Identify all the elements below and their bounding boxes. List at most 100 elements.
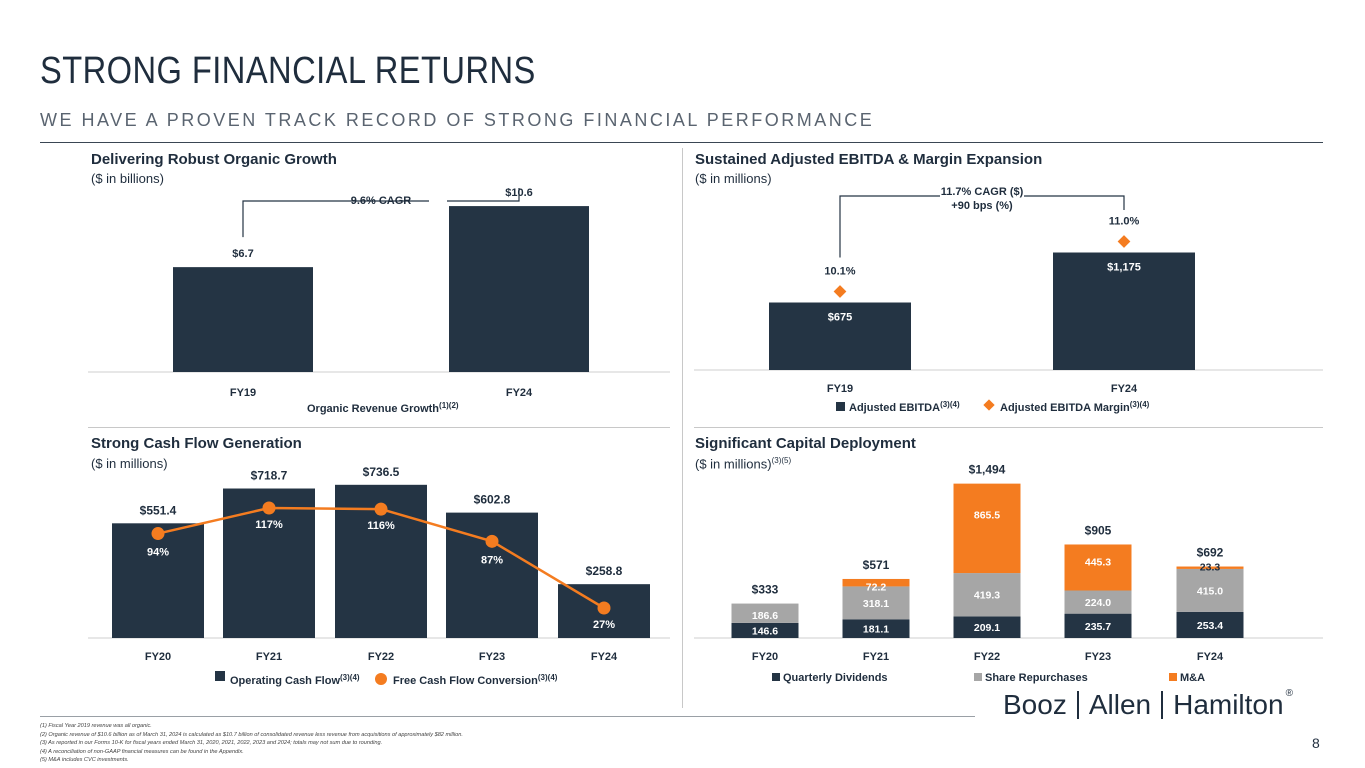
growth-panel-unit: ($ in billions) — [91, 171, 164, 186]
value-label-repurchases-fy23: 224.0 — [1085, 597, 1111, 609]
company-logo: Booz Allen Hamilton ® — [1003, 688, 1293, 720]
footnote-divider — [40, 716, 975, 717]
segment-ma-fy23 — [1064, 544, 1132, 591]
ocf-label-fy21: $718.7 — [251, 469, 288, 483]
legend-ocf: Operating Cash Flow(3)(4) — [230, 673, 360, 687]
total-label-fy20: $333 — [752, 583, 779, 597]
legend-swatch-ocf — [215, 671, 225, 681]
x-tick-fy20: FY20 — [752, 651, 778, 663]
cagr-annotation-line1: 11.7% CAGR ($) — [941, 186, 1024, 198]
ocf-label-fy23: $602.8 — [474, 493, 511, 507]
legend-fcf: Free Cash Flow Conversion(3)(4) — [393, 673, 558, 687]
legend-swatch-margin — [983, 399, 995, 411]
cashflow-panel-unit: ($ in millions) — [91, 456, 168, 471]
bar-fy20 — [112, 523, 204, 638]
ocf-label-fy20: $551.4 — [140, 503, 177, 517]
capital-deployment-chart: 146.6 186.6 $333 FY20 181.1 318.1 72.2 $571 FY21… — [694, 463, 1323, 684]
margin-label-fy24: 11.0% — [1109, 216, 1140, 228]
segment-dividends-fy23 — [1064, 613, 1132, 638]
fcf-point-fy23 — [485, 534, 499, 548]
bar-fy24 — [1053, 252, 1195, 370]
total-label-fy24: $692 — [1197, 546, 1224, 560]
value-label-dividends-fy23: 235.7 — [1085, 621, 1111, 633]
bar-fy24 — [449, 206, 589, 372]
legend-ebitda: Adjusted EBITDA(3)(4) — [849, 400, 960, 414]
ocf-label-fy24: $258.8 — [586, 564, 623, 578]
ocf-label-fy22: $736.5 — [363, 465, 400, 479]
cagr-annotation: 9.6% CAGR — [351, 195, 412, 207]
segment-dividends-fy24 — [1176, 611, 1244, 638]
x-tick-fy21: FY21 — [863, 651, 889, 663]
footnote-5: (5) M&A includes CVC investments. — [40, 757, 129, 763]
margin-label-fy19: 10.1% — [824, 266, 855, 278]
fcf-point-fy21 — [262, 501, 276, 515]
growth-panel-title: Delivering Robust Organic Growth — [91, 151, 337, 168]
x-tick-fy20: FY20 — [145, 651, 171, 663]
x-tick-fy24: FY24 — [591, 651, 618, 663]
header-divider — [40, 142, 1323, 143]
fcf-label-fy22: 116% — [367, 520, 395, 532]
value-label-dividends-fy24: 253.4 — [1197, 620, 1223, 632]
panel-divider-right — [694, 427, 1323, 428]
legend-organic-revenue: Organic Revenue Growth(1)(2) — [307, 401, 459, 415]
segment-ma-fy22 — [953, 483, 1021, 574]
total-label-fy23: $905 — [1085, 523, 1112, 537]
cagr-bracket-left — [839, 195, 940, 258]
value-label-ma-fy21: 72.2 — [866, 582, 887, 594]
ebitda-label-fy19: $675 — [828, 312, 852, 324]
cashflow-panel-title: Strong Cash Flow Generation — [91, 435, 302, 452]
capital-panel-unit: ($ in millions)(3)(5) — [695, 456, 792, 472]
legend-swatch-fcf — [375, 673, 387, 685]
value-label-ma-fy23: 445.3 — [1085, 556, 1111, 568]
cagr-bracket-right — [1024, 195, 1125, 210]
cagr-annotation-line2: +90 bps (%) — [951, 200, 1013, 212]
cashflow-chart: $551.4 FY20 $718.7 FY21 $736.5 FY22 $602.8 FY23… — [88, 465, 670, 687]
bar-fy19 — [173, 267, 313, 372]
x-tick-fy24: FY24 — [1111, 383, 1138, 395]
ebitda-label-fy24: $1,175 — [1107, 262, 1141, 274]
ebitda-panel-title: Sustained Adjusted EBITDA & Margin Expan… — [695, 151, 1043, 168]
segment-dividends-fy20 — [731, 622, 799, 638]
value-label-repurchases-fy22: 419.3 — [974, 590, 1000, 602]
x-tick-fy22: FY22 — [368, 651, 394, 663]
legend-swatch-repurchases — [974, 673, 982, 681]
legend-dividends: Quarterly Dividends — [783, 672, 888, 684]
footnote-3: (3) As reported in our Forms 10-K for fi… — [40, 740, 383, 746]
cagr-bracket-right — [447, 188, 520, 202]
fcf-label-fy21: 117% — [255, 519, 283, 531]
fcf-label-fy24: 27% — [593, 619, 615, 631]
fcf-point-fy24 — [597, 601, 611, 615]
page-title: STRONG FINANCIAL RETURNS — [40, 50, 536, 92]
fcf-label-fy20: 94% — [147, 547, 169, 559]
value-label-repurchases-fy20: 186.6 — [752, 610, 778, 622]
total-label-fy22: $1,494 — [969, 463, 1006, 477]
footnote-1: (1) Fiscal Year 2019 revenue was all org… — [40, 723, 152, 729]
page-number: 8 — [1312, 735, 1320, 751]
segment-repurchases-fy24 — [1176, 568, 1244, 612]
segment-ma-fy24 — [1176, 566, 1244, 569]
value-label-repurchases-fy21: 318.1 — [863, 598, 889, 610]
footnotes: (1) Fiscal Year 2019 revenue was all org… — [40, 722, 463, 765]
x-tick-fy24: FY24 — [506, 387, 533, 399]
fcf-label-fy23: 87% — [481, 554, 503, 566]
margin-marker-fy24 — [1117, 235, 1131, 248]
legend-swatch-ebitda — [836, 402, 845, 411]
value-label-repurchases-fy24: 415.0 — [1197, 585, 1223, 597]
segment-ma-fy21 — [842, 578, 910, 587]
segment-dividends-fy21 — [842, 619, 910, 638]
total-label-fy21: $571 — [863, 558, 890, 572]
segment-repurchases-fy23 — [1064, 590, 1132, 614]
x-tick-fy19: FY19 — [230, 387, 256, 399]
x-tick-fy24: FY24 — [1197, 651, 1224, 663]
legend-swatch-dividends — [772, 673, 780, 681]
panel-divider-left — [88, 427, 670, 428]
segment-repurchases-fy20 — [731, 603, 799, 623]
bar-fy19 — [769, 302, 911, 370]
legend-margin: Adjusted EBITDA Margin(3)(4) — [1000, 400, 1150, 414]
value-label-dividends-fy22: 209.1 — [974, 622, 1000, 634]
x-tick-fy22: FY22 — [974, 651, 1000, 663]
legend-repurchases: Share Repurchases — [985, 672, 1088, 684]
footnote-4: (4) A reconciliation of non-GAAP financi… — [40, 748, 244, 755]
segment-dividends-fy22 — [953, 616, 1021, 638]
